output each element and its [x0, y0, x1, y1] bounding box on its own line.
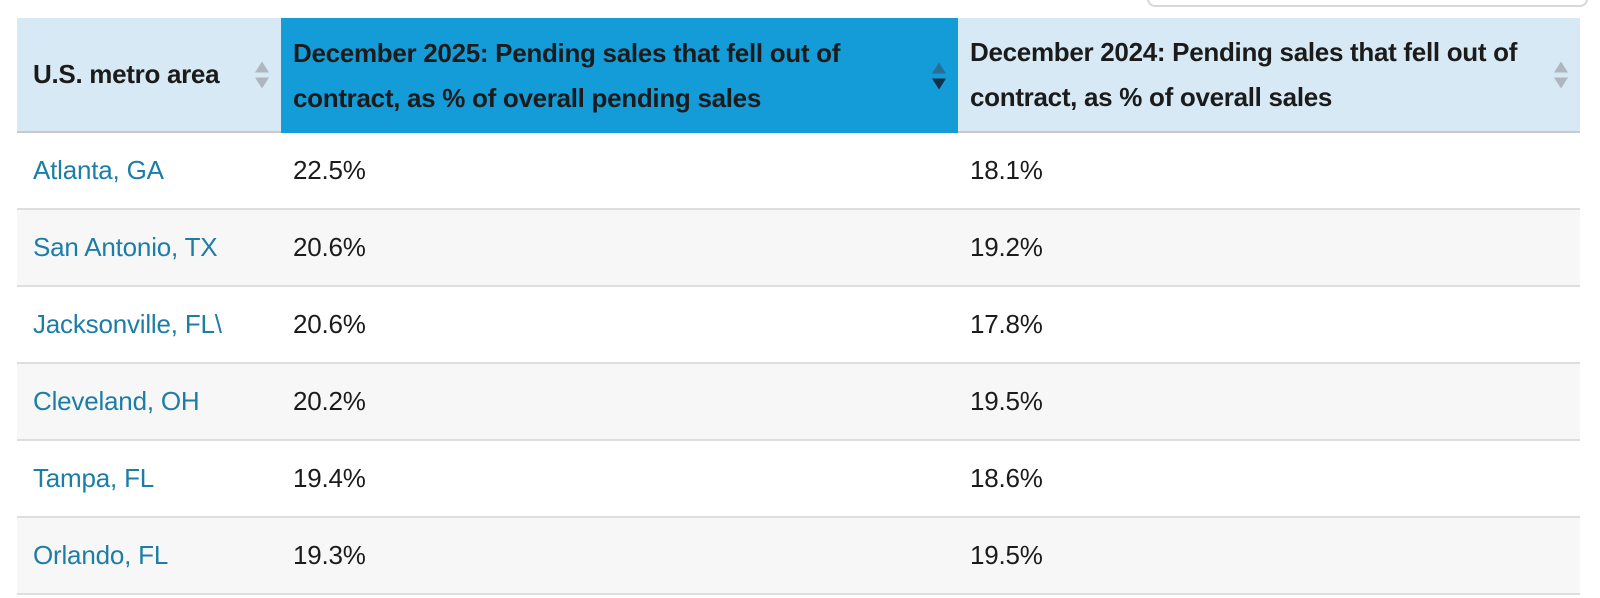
- column-header-metro-label: U.S. metro area: [33, 59, 220, 89]
- metro-link[interactable]: Cleveland, OH: [33, 386, 200, 416]
- sort-desc-triangle-icon: [255, 77, 269, 88]
- column-header-dec2025-label: December 2025: Pending sales that fell o…: [293, 37, 841, 113]
- dec2024-value: 18.6%: [970, 463, 1043, 493]
- sort-asc-triangle-icon: [932, 62, 946, 73]
- dec2024-value: 18.1%: [970, 155, 1043, 185]
- sort-asc-triangle-icon: [255, 61, 269, 72]
- sort-icon[interactable]: [1554, 61, 1568, 88]
- column-header-metro[interactable]: U.S. metro area: [17, 18, 281, 133]
- metro-link[interactable]: San Antonio, TX: [33, 232, 218, 262]
- table-row: Atlanta, GA 22.5% 18.1%: [17, 133, 1580, 210]
- dec2025-value: 20.6%: [293, 232, 366, 262]
- table-row: Cleveland, OH 20.2% 19.5%: [17, 364, 1580, 441]
- dec2025-value: 19.4%: [293, 463, 366, 493]
- dec2024-value: 17.8%: [970, 309, 1043, 339]
- metro-cell: Orlando, FL: [17, 540, 281, 571]
- metro-cell: Tampa, FL: [17, 463, 281, 494]
- dec2025-value: 22.5%: [293, 155, 366, 185]
- column-header-dec2024-label: December 2024: Pending sales that fell o…: [970, 36, 1518, 112]
- table-row: San Antonio, TX 20.6% 19.2%: [17, 210, 1580, 287]
- metro-cell: Cleveland, OH: [17, 386, 281, 417]
- metro-cell: Atlanta, GA: [17, 155, 281, 186]
- sort-icon-active-desc[interactable]: [932, 62, 946, 89]
- column-header-dec2025[interactable]: December 2025: Pending sales that fell o…: [281, 18, 958, 133]
- table-row: Orlando, FL 19.3% 19.5%: [17, 518, 1580, 595]
- table-header-row: U.S. metro area December 2025: Pending s…: [17, 18, 1580, 133]
- metro-cell: San Antonio, TX: [17, 232, 281, 263]
- table-row: Tampa, FL 19.4% 18.6%: [17, 441, 1580, 518]
- table-row: Jacksonville, FL\ 20.6% 17.8%: [17, 287, 1580, 364]
- sort-asc-triangle-icon: [1554, 61, 1568, 72]
- dec2024-value: 19.5%: [970, 386, 1043, 416]
- dec2025-value: 19.3%: [293, 540, 366, 570]
- metro-link[interactable]: Atlanta, GA: [33, 155, 164, 185]
- metro-cell: Jacksonville, FL\: [17, 309, 281, 340]
- dec2025-value: 20.2%: [293, 386, 366, 416]
- metro-link[interactable]: Jacksonville, FL\: [33, 309, 222, 339]
- column-header-dec2024[interactable]: December 2024: Pending sales that fell o…: [958, 18, 1580, 133]
- metro-link[interactable]: Tampa, FL: [33, 463, 155, 493]
- sort-icon[interactable]: [255, 61, 269, 88]
- dec2024-value: 19.2%: [970, 232, 1043, 262]
- pending-sales-table: U.S. metro area December 2025: Pending s…: [17, 18, 1580, 595]
- sort-desc-triangle-icon: [1554, 77, 1568, 88]
- dec2025-value: 20.6%: [293, 309, 366, 339]
- metro-link[interactable]: Orlando, FL: [33, 540, 169, 570]
- search-input-cutoff[interactable]: [1147, 0, 1588, 7]
- dec2024-value: 19.5%: [970, 540, 1043, 570]
- sort-desc-triangle-icon: [932, 78, 946, 89]
